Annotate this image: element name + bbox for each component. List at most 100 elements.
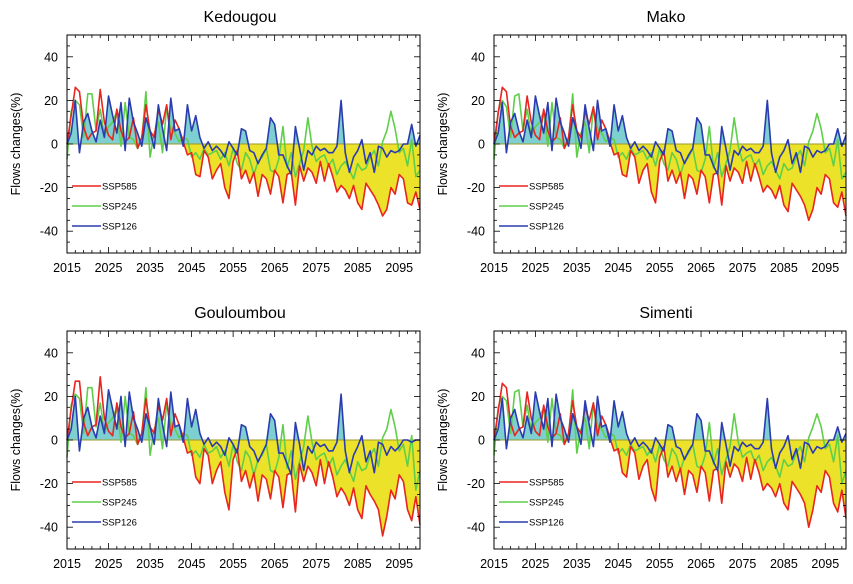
y-tick-label: 0 (51, 434, 58, 448)
x-tick-label: 2065 (261, 261, 289, 275)
y-axis-label: Flows changes(%) (436, 389, 450, 492)
y-tick-label: 20 (471, 390, 485, 404)
x-tick-label: 2095 (811, 557, 839, 571)
y-tick-label: 40 (471, 346, 485, 360)
x-tick-label: 2045 (604, 557, 632, 571)
x-tick-label: 2065 (687, 557, 715, 571)
fill-negative-ssp585 (137, 440, 421, 536)
x-tick-label: 2045 (604, 261, 632, 275)
x-tick-label: 2025 (522, 557, 550, 571)
x-tick-label: 2015 (53, 261, 81, 275)
y-tick-label: 40 (44, 346, 58, 360)
series-line-ssp126 (66, 389, 420, 476)
y-tick-label: -40 (467, 225, 485, 239)
series-line-ssp126 (493, 95, 847, 176)
x-tick-label: 2055 (219, 261, 247, 275)
legend-label-ssp126: SSP126 (102, 222, 137, 233)
y-tick-label: 0 (478, 434, 485, 448)
legend-label-ssp245: SSP245 (529, 202, 564, 213)
panel-simenti: Simenti Flows changes(%) 40 20 0 -20 -40 2015 20… (436, 305, 847, 571)
series-line-ssp245 (66, 90, 421, 180)
x-tick-label: 2085 (770, 557, 798, 571)
y-tick-label: -40 (40, 521, 58, 535)
x-tick-label: 2015 (480, 557, 508, 571)
x-tick-label: 2055 (219, 557, 247, 571)
y-tick-label: -20 (467, 477, 485, 491)
series-line-ssp245 (493, 93, 847, 180)
legend-label-ssp585: SSP585 (102, 478, 137, 489)
legend-label-ssp585: SSP585 (529, 182, 564, 193)
y-axis-label: Flows changes(%) (436, 93, 450, 196)
y-tick-label: -20 (40, 477, 58, 491)
x-tick-label: 2085 (344, 557, 372, 571)
x-tick-label: 2035 (136, 557, 164, 571)
y-tick-label: -20 (40, 181, 58, 195)
y-tick-label: -20 (467, 181, 485, 195)
legend-label-ssp126: SSP126 (102, 518, 137, 529)
legend-label-ssp245: SSP245 (102, 498, 137, 509)
y-axis-label: Flows changes(%) (9, 93, 23, 196)
y-tick-label: 0 (51, 138, 58, 152)
panel-title: Kedougou (204, 9, 277, 26)
series-line-ssp126 (66, 95, 421, 176)
fill-positive-ssp126 (494, 96, 846, 144)
series-line-ssp126 (493, 391, 847, 472)
panel-title: Gouloumbou (194, 305, 286, 322)
panel-mako: Mako Flows changes(%) 40 20 0 -20 -40 2015 2025 2… (436, 9, 847, 275)
y-tick-label: -40 (40, 225, 58, 239)
panel-title: Mako (646, 9, 685, 26)
x-tick-label: 2095 (811, 261, 839, 275)
series-line-ssp245 (66, 386, 421, 491)
y-tick-label: 0 (478, 138, 485, 152)
legend-label-ssp245: SSP245 (529, 498, 564, 509)
y-tick-label: 20 (471, 94, 485, 108)
fill-positive-ssp126 (67, 389, 363, 440)
x-tick-label: 2025 (95, 261, 123, 275)
panel-gouloumbou: Gouloumbou Flows changes(%) 40 20 0 -20 -40 201… (9, 305, 421, 571)
x-tick-label: 2095 (385, 261, 413, 275)
y-axis-label: Flows changes(%) (9, 389, 23, 492)
legend-label-ssp585: SSP585 (102, 182, 137, 193)
x-tick-label: 2015 (480, 261, 508, 275)
x-tick-label: 2065 (261, 557, 289, 571)
panel-kedougou: Kedougou Flows changes(%) 40 20 0 -20 -40 2015 2… (9, 9, 421, 275)
y-tick-label: 20 (44, 94, 58, 108)
x-tick-label: 2035 (563, 557, 591, 571)
x-tick-label: 2025 (522, 261, 550, 275)
x-tick-label: 2075 (729, 261, 757, 275)
x-tick-label: 2085 (770, 261, 798, 275)
x-tick-label: 2075 (729, 557, 757, 571)
legend: SSP585 SSP245 SSP126 (499, 478, 564, 529)
x-tick-label: 2085 (344, 261, 372, 275)
legend: SSP585 SSP245 SSP126 (72, 182, 137, 233)
legend: SSP585 SSP245 SSP126 (499, 182, 564, 233)
x-tick-label: 2045 (178, 557, 206, 571)
x-tick-label: 2045 (178, 261, 206, 275)
fill-negative-ssp585 (563, 440, 846, 528)
y-tick-label: 40 (44, 50, 58, 64)
legend-label-ssp126: SSP126 (529, 518, 564, 529)
x-tick-label: 2035 (563, 261, 591, 275)
x-tick-label: 2025 (95, 557, 123, 571)
y-tick-label: 40 (471, 50, 485, 64)
x-tick-label: 2075 (302, 261, 330, 275)
fill-negative-ssp585 (563, 144, 846, 221)
x-tick-label: 2055 (646, 557, 674, 571)
legend-label-ssp126: SSP126 (529, 222, 564, 233)
x-tick-label: 2055 (646, 261, 674, 275)
y-tick-label: 20 (44, 390, 58, 404)
legend: SSP585 SSP245 SSP126 (72, 478, 137, 529)
x-tick-label: 2095 (385, 557, 413, 571)
x-tick-label: 2075 (302, 557, 330, 571)
series-line-ssp245 (493, 389, 847, 485)
x-tick-label: 2035 (136, 261, 164, 275)
y-tick-label: -40 (467, 521, 485, 535)
legend-label-ssp245: SSP245 (102, 202, 137, 213)
fill-positive-ssp126 (494, 392, 846, 440)
legend-label-ssp585: SSP585 (529, 478, 564, 489)
x-tick-label: 2015 (53, 557, 81, 571)
panel-title: Simenti (639, 305, 692, 322)
fill-positive-ssp126 (67, 96, 420, 144)
x-tick-label: 2065 (687, 261, 715, 275)
